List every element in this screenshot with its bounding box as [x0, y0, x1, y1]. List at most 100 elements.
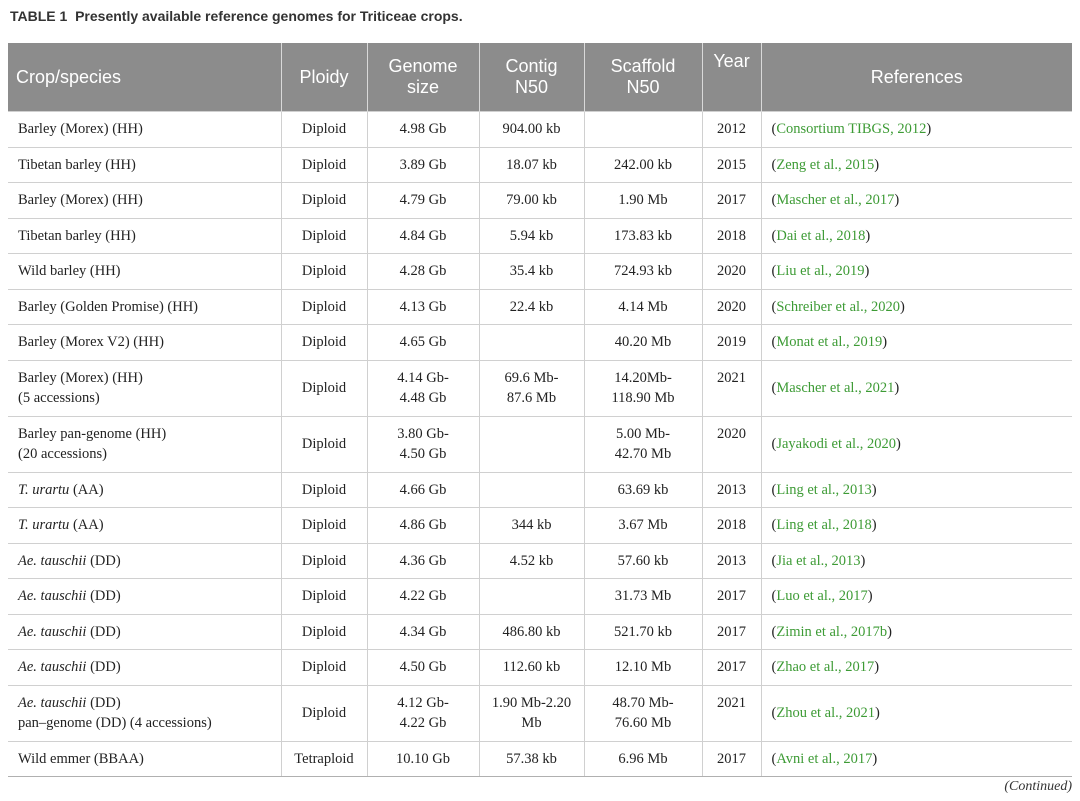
reference-cell: (Ling et al., 2018)	[760, 507, 1072, 543]
contig-n50-cell: 79.00 kb	[478, 182, 584, 218]
ploidy-cell: Tetraploid	[280, 740, 367, 777]
reference-link[interactable]: Jia et al., 2013	[776, 552, 861, 569]
reference-cell: (Monat et al., 2019)	[760, 324, 1072, 360]
genome-size-cell: 3.89 Gb	[366, 146, 479, 183]
year-cell: 2017	[701, 578, 761, 614]
reference-link[interactable]: Mascher et al., 2017	[776, 192, 895, 209]
reference-link[interactable]: Luo et al., 2017	[776, 588, 868, 605]
scaffold-n50-cell: 14.20Mb- 118.90 Mb	[583, 359, 702, 416]
scaffold-n50-cell: 6.96 Mb	[583, 740, 702, 777]
crop-cell: Ae. tauschii (DD)	[8, 578, 281, 614]
header-genome-size: Genome size	[366, 43, 479, 112]
year-cell: 2020	[701, 288, 761, 325]
header-references: References	[760, 43, 1072, 112]
genome-size-cell: 4.28 Gb	[366, 253, 479, 289]
genome-size-cell: 4.84 Gb	[366, 217, 479, 254]
scaffold-n50-cell: 1.90 Mb	[583, 182, 702, 218]
reference-link[interactable]: Zhou et al., 2021	[776, 705, 876, 721]
ploidy-cell: Diploid	[280, 471, 367, 508]
reference-link[interactable]: Zimin et al., 2017b	[776, 623, 888, 640]
year-cell: 2013	[701, 542, 761, 579]
ploidy-cell: Diploid	[280, 542, 367, 579]
contig-n50-cell	[478, 324, 584, 360]
reference-cell: (Mascher et al., 2017)	[760, 182, 1072, 218]
genome-size-cell: 4.65 Gb	[366, 324, 479, 360]
year-cell: 2012	[701, 111, 761, 147]
reference-link[interactable]: Ling et al., 2018	[776, 517, 872, 534]
contig-n50-cell: 344 kb	[478, 507, 584, 543]
table-row: Wild barley (HH) Diploid 4.28 Gb 35.4 kb 724…	[8, 253, 1072, 289]
scaffold-n50-cell: 521.70 kb	[583, 613, 702, 650]
reference-cell: (Schreiber et al., 2020)	[760, 288, 1072, 325]
crop-cell: T. urartu (AA)	[8, 471, 281, 508]
reference-link[interactable]: Liu et al., 2019	[776, 263, 865, 280]
reference-link[interactable]: Zeng et al., 2015	[776, 156, 875, 173]
genome-size-cell: 4.86 Gb	[366, 507, 479, 543]
crop-cell: Tibetan barley (HH)	[8, 146, 281, 183]
header-scaffold-n50: Scaffold N50	[583, 43, 702, 112]
contig-n50-cell	[478, 415, 584, 472]
crop-cell: Barley (Morex) (HH)	[8, 182, 281, 218]
table-title: Presently available reference genomes fo…	[75, 8, 463, 24]
header-contig-n50: Contig N50	[478, 43, 584, 112]
crop-cell: Ae. tauschii (DD)	[8, 542, 281, 579]
year-cell: 2017	[701, 649, 761, 685]
table-label: TABLE 1	[10, 8, 68, 24]
crop-cell: Wild emmer (BBAA)	[8, 740, 281, 777]
reference-link[interactable]: Schreiber et al., 2020	[776, 298, 900, 315]
ploidy-cell: Diploid	[280, 146, 367, 183]
genome-size-cell: 4.98 Gb	[366, 111, 479, 147]
table-row: Barley (Morex) (HH) (5 accessions) Diploid…	[8, 359, 1072, 416]
reference-link[interactable]: Monat et al., 2019	[776, 334, 883, 351]
crop-cell: Barley (Morex V2) (HH)	[8, 324, 281, 360]
reference-link[interactable]: Zhao et al., 2017	[776, 659, 875, 676]
genome-size-cell: 4.79 Gb	[366, 182, 479, 218]
crop-cell: Barley (Golden Promise) (HH)	[8, 288, 281, 325]
reference-link[interactable]: Ling et al., 2013	[776, 481, 872, 498]
contig-n50-cell: 486.80 kb	[478, 613, 584, 650]
reference-cell: (Avni et al., 2017)	[760, 740, 1072, 777]
table-row: Ae. tauschii (DD) pan–genome (DD) (4 acce…	[8, 684, 1072, 741]
reference-cell: (Zhou et al., 2021)	[760, 684, 1072, 741]
year-cell: 2021	[701, 684, 761, 741]
continued-note: (Continued)	[1004, 779, 1072, 794]
reference-link[interactable]: Jayakodi et al., 2020	[776, 436, 896, 452]
year-cell: 2013	[701, 471, 761, 508]
reference-cell: (Consortium TIBGS, 2012)	[760, 111, 1072, 147]
table-row: Barley (Golden Promise) (HH) Diploid 4.13 …	[8, 288, 1072, 325]
year-cell: 2015	[701, 146, 761, 183]
table-row: Tibetan barley (HH) Diploid 4.84 Gb 5.94 kb…	[8, 217, 1072, 254]
reference-link[interactable]: Consortium TIBGS, 2012	[776, 121, 927, 138]
crop-cell: Tibetan barley (HH)	[8, 217, 281, 254]
contig-n50-cell: 69.6 Mb- 87.6 Mb	[478, 359, 584, 416]
scaffold-n50-cell: 724.93 kb	[583, 253, 702, 289]
contig-n50-cell: 4.52 kb	[478, 542, 584, 579]
table-row: Ae. tauschii (DD) Diploid 4.50 Gb 112.60 kb…	[8, 649, 1072, 685]
scaffold-n50-cell: 3.67 Mb	[583, 507, 702, 543]
reference-link[interactable]: Dai et al., 2018	[776, 227, 866, 244]
scaffold-n50-cell: 48.70 Mb- 76.60 Mb	[583, 684, 702, 741]
reference-link[interactable]: Avni et al., 2017	[776, 750, 873, 767]
genome-table: Crop/species Ploidy Genome size Contig N50…	[8, 43, 1072, 777]
table-row: Barley (Morex) (HH) Diploid 4.98 Gb 904.00 …	[8, 111, 1072, 147]
reference-link[interactable]: Mascher et al., 2021	[776, 380, 895, 396]
ploidy-cell: Diploid	[280, 359, 367, 416]
reference-cell: (Zeng et al., 2015)	[760, 146, 1072, 183]
reference-cell: (Luo et al., 2017)	[760, 578, 1072, 614]
ploidy-cell: Diploid	[280, 613, 367, 650]
crop-cell: T. urartu (AA)	[8, 507, 281, 543]
contig-n50-cell: 5.94 kb	[478, 217, 584, 254]
scaffold-n50-cell: 12.10 Mb	[583, 649, 702, 685]
genome-size-cell: 4.34 Gb	[366, 613, 479, 650]
contig-n50-cell	[478, 578, 584, 614]
contig-n50-cell: 35.4 kb	[478, 253, 584, 289]
year-cell: 2017	[701, 613, 761, 650]
genome-size-cell: 4.13 Gb	[366, 288, 479, 325]
scaffold-n50-cell: 63.69 kb	[583, 471, 702, 508]
genome-size-cell: 4.50 Gb	[366, 649, 479, 685]
ploidy-cell: Diploid	[280, 111, 367, 147]
crop-cell: Barley (Morex) (HH)	[8, 111, 281, 147]
genome-size-cell: 4.14 Gb- 4.48 Gb	[366, 359, 479, 416]
reference-cell: (Jia et al., 2013)	[760, 542, 1072, 579]
table-caption: TABLE 1 Presently available reference ge…	[10, 8, 463, 24]
